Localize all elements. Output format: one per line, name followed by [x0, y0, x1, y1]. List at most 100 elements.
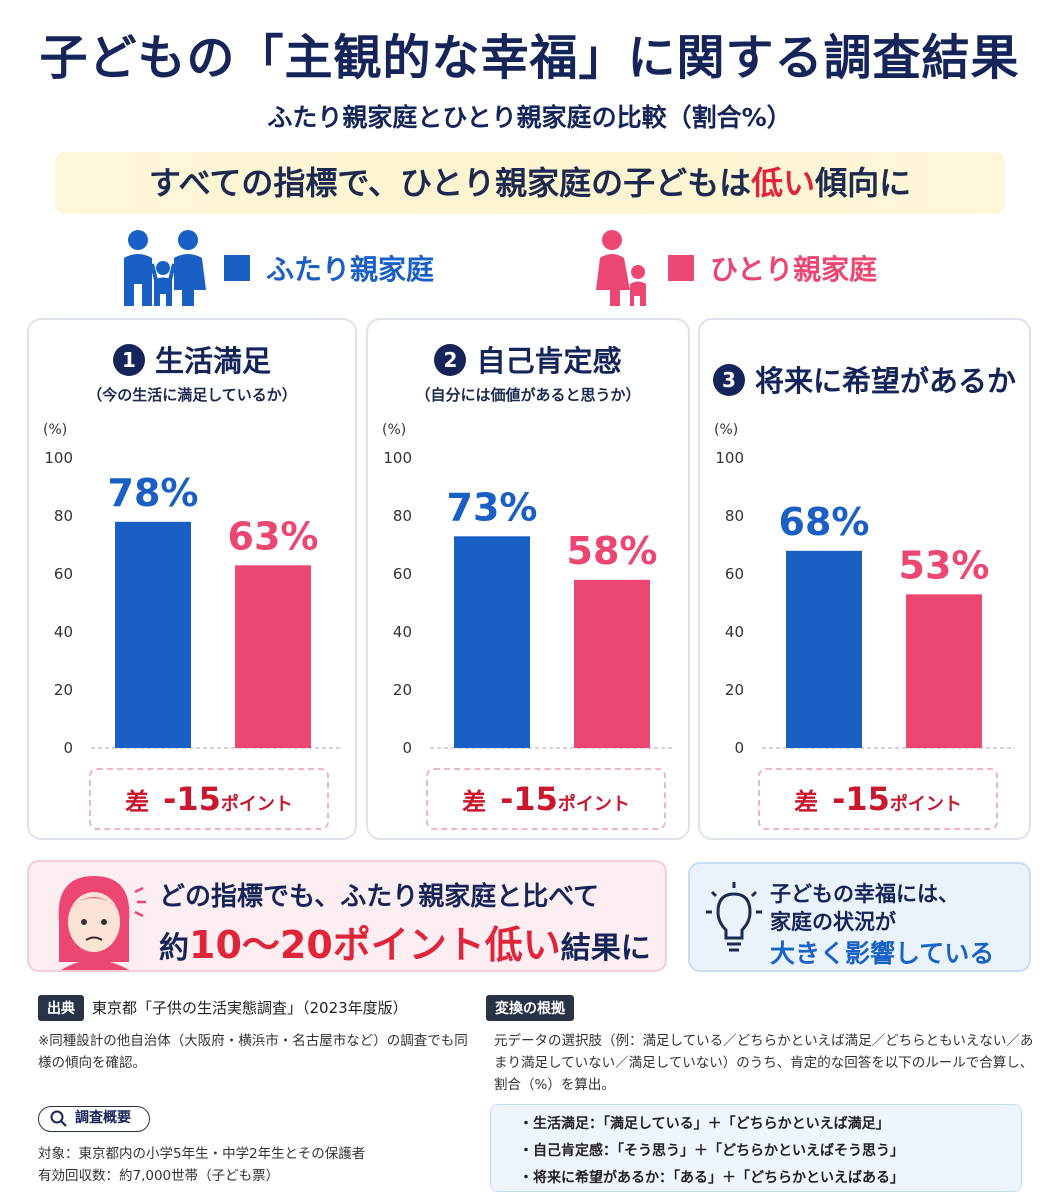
diff-value: -15: [832, 780, 890, 818]
y-tick-label: 0: [734, 739, 744, 757]
basis-tag: 変換の根拠: [486, 995, 574, 1021]
legend-single-parent: ひとり親家庭: [588, 228, 877, 308]
rule-line: ・生活満足：「満足している」＋「どちらかといえば満足」: [519, 1116, 890, 1132]
y-tick-label: 80: [725, 507, 744, 525]
basis-tag-wrap: 変換の根拠: [486, 995, 574, 1021]
summary-left-prefix: 約: [159, 931, 189, 966]
summary-right-line1: 子どもの幸福には、: [770, 882, 959, 906]
rule-box: ・生活満足：「満足している」＋「どちらかといえば満足」 ・自己肯定感：「そう思う…: [490, 1104, 1022, 1192]
difference-box: 差 -15ポイント: [89, 768, 329, 830]
bar-value-label: 63%: [228, 514, 319, 558]
y-tick-label: 100: [715, 449, 744, 467]
axis-unit-label: (%): [43, 422, 67, 438]
summary-left-line2: 約10～20ポイント低い結果に: [159, 914, 651, 969]
lightbulb-icon: [706, 882, 762, 952]
source-line: 出典 東京都「子供の生活実態調査」（2023年度版）: [38, 995, 408, 1021]
diff-prefix: 差: [125, 788, 150, 816]
survey-tag: 調査概要: [38, 1106, 150, 1132]
panel-number: 2: [434, 344, 467, 376]
survey-count: 有効回収数：約7,000世帯（子ども票）: [38, 1168, 280, 1184]
banner-prefix: すべての指標で、ひとり親家庭の子どもは: [148, 164, 752, 202]
y-tick-label: 20: [393, 681, 412, 699]
difference-box: 差 -15ポイント: [758, 768, 998, 830]
panel-title-text: 自己肯定感: [476, 344, 622, 378]
panel-title-text: 将来に希望があるか: [754, 364, 1016, 398]
survey-tag-label: 調査概要: [75, 1110, 131, 1126]
banner-highlight: 低い: [751, 164, 816, 202]
bar-value-label: 73%: [447, 485, 538, 529]
axis-unit-label: (%): [714, 422, 738, 438]
source-tag: 出典: [38, 995, 84, 1021]
y-tick-label: 40: [393, 623, 412, 641]
bar-single-parent: [906, 594, 982, 748]
bar-chart: (%) 100 80 60 40 20 0 68% 53%: [714, 422, 1015, 757]
panel-title: 1 生活満足: [29, 338, 355, 380]
rule-line: ・将来に希望があるか：「ある」＋「どちらかといえばある」: [519, 1170, 904, 1186]
diff-prefix: 差: [462, 788, 487, 816]
diff-value: -15: [500, 780, 558, 818]
panel-title: 2 自己肯定感: [368, 338, 688, 380]
summary-right-line2: 家庭の状況が: [770, 910, 896, 934]
summary-right-line3: 大きく影響している: [770, 939, 995, 968]
single-parent-family-icon: [596, 230, 646, 306]
y-tick-label: 40: [54, 623, 73, 641]
diff-unit: ポイント: [557, 794, 630, 815]
page-subtitle: ふたり親家庭とひとり親家庭の比較（割合%）: [267, 103, 792, 132]
summary-left-line1: どの指標でも、ふたり親家庭と比べて: [159, 882, 600, 912]
worried-child-icon: [58, 876, 146, 970]
legend-two-parent: ふたり親家庭: [118, 228, 434, 308]
bar-two-parent: [786, 550, 862, 748]
y-tick-label: 100: [383, 449, 412, 467]
panel-number: 3: [712, 364, 745, 396]
summary-left-box: どの指標でも、ふたり親家庭と比べて 約10～20ポイント低い結果に: [27, 860, 667, 972]
diff-prefix: 差: [794, 788, 819, 816]
bar-single-parent: [235, 565, 311, 748]
legend-label-two-parent: ふたり親家庭: [266, 253, 435, 286]
panel-number: 1: [112, 344, 145, 376]
y-tick-label: 80: [393, 507, 412, 525]
legend-label-single-parent: ひとり親家庭: [710, 253, 878, 286]
bar-two-parent: [454, 536, 530, 748]
source-note: ※同種設計の他自治体（大阪府・横浜市・名古屋市など）の調査でも同様の傾向を確認。: [38, 1033, 468, 1071]
difference-box: 差 -15ポイント: [426, 768, 666, 830]
panel-subtitle: （今の生活に満足しているか）: [87, 386, 297, 404]
y-tick-label: 0: [63, 739, 73, 757]
summary-left-suffix: 結果に: [560, 931, 651, 966]
bar-value-label: 53%: [899, 543, 990, 587]
y-tick-label: 20: [54, 681, 73, 699]
panel-title-text: 生活満足: [154, 344, 271, 378]
headline-banner: すべての指標で、ひとり親家庭の子どもは低い傾向に: [55, 152, 1005, 214]
summary-left-highlight: 10～20ポイント低い: [189, 923, 561, 967]
bar-single-parent: [574, 579, 650, 748]
diff-unit: ポイント: [889, 794, 962, 815]
source-text: 東京都「子供の生活実態調査」（2023年度版）: [92, 999, 408, 1017]
y-tick-label: 40: [725, 623, 744, 641]
bar-chart: (%) 100 80 60 40 20 0 73% 58%: [382, 422, 674, 757]
y-tick-label: 60: [393, 565, 412, 583]
y-tick-label: 0: [402, 739, 412, 757]
chart-panel-future-hope: 3 将来に希望があるか (%) 100 80 60 40 20 0 68% 53% 差 -15ポイン…: [698, 318, 1031, 840]
two-parent-family-icon: [124, 230, 206, 306]
axis-unit-label: (%): [382, 422, 406, 438]
y-tick-label: 100: [44, 449, 73, 467]
rule-line: ・自己肯定感：「そう思う」＋「どちらかといえばそう思う」: [519, 1143, 904, 1159]
legend-swatch-pink: [668, 255, 694, 281]
bar-value-label: 68%: [779, 500, 870, 544]
panel-title: 3 将来に希望があるか: [700, 358, 1029, 400]
survey-target: 対象：東京都内の小学5年生・中学2年生とその保護者: [38, 1146, 366, 1162]
y-tick-label: 60: [54, 565, 73, 583]
page-title: 子どもの「主観的な幸福」に関する調査結果: [39, 30, 1020, 86]
diff-unit: ポイント: [220, 794, 293, 815]
bar-two-parent: [115, 521, 191, 748]
y-tick-label: 60: [725, 565, 744, 583]
panel-subtitle: （自分には価値があると思うか）: [415, 386, 641, 404]
search-icon: [50, 1110, 67, 1127]
bar-value-label: 78%: [108, 471, 199, 515]
banner-suffix: 傾向に: [815, 164, 912, 202]
bar-value-label: 58%: [567, 529, 658, 573]
y-tick-label: 80: [54, 507, 73, 525]
diff-value: -15: [163, 780, 221, 818]
chart-panel-self-esteem: 2 自己肯定感 （自分には価値があると思うか） (%) 100 80 60 40 20 0 73…: [366, 318, 690, 840]
chart-panel-life-satisfaction: 1 生活満足 （今の生活に満足しているか） (%) 100 80 60 40 20 0 78% 6…: [27, 318, 357, 840]
legend-swatch-blue: [224, 255, 250, 281]
